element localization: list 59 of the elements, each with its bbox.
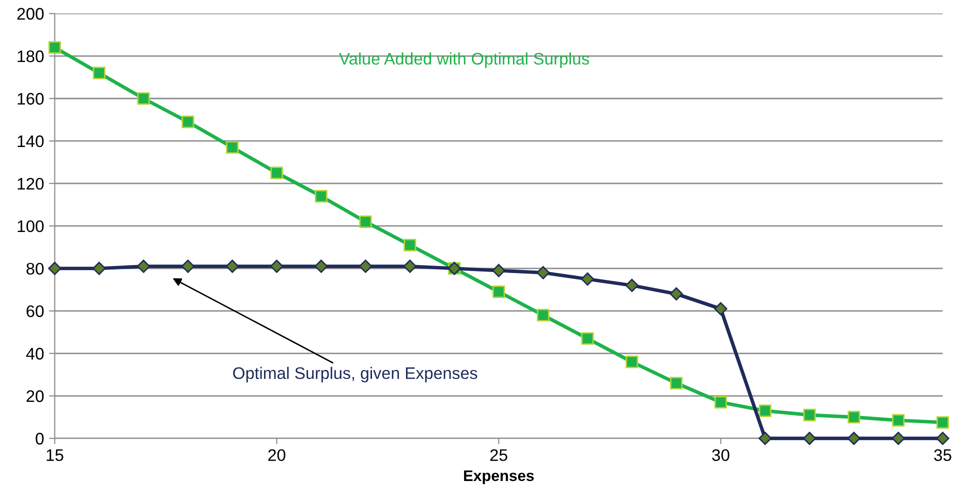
point: [314, 190, 328, 202]
point: [181, 260, 195, 273]
point: [403, 260, 417, 273]
point: [936, 432, 950, 445]
text: Value Added with Optimal Surplus: [338, 52, 590, 68]
point: [892, 432, 905, 445]
point: [714, 302, 728, 316]
point: [580, 272, 594, 286]
point: [758, 432, 772, 445]
point: [848, 410, 860, 424]
point: [92, 262, 106, 276]
x-axis-title: Expenses: [464, 470, 534, 484]
point: [359, 215, 372, 228]
x-tick-label: 20: [268, 449, 286, 462]
point: [226, 141, 239, 154]
point: [270, 166, 283, 180]
point: [404, 238, 416, 252]
point: [803, 408, 816, 422]
point: [492, 286, 505, 298]
point: [136, 260, 150, 273]
point: [758, 404, 772, 418]
point: [536, 308, 550, 322]
point: [670, 287, 683, 301]
x-tick-label: 25: [490, 449, 508, 462]
point: [802, 432, 816, 445]
x-tick-label: 35: [934, 449, 952, 462]
point: [536, 266, 550, 280]
y-tick-label: 140: [18, 135, 44, 148]
point: [137, 92, 150, 105]
y-tick-label: 160: [18, 92, 44, 105]
point: [492, 264, 506, 278]
point: [626, 356, 638, 368]
y-tick-label: 40: [26, 348, 44, 360]
point: [670, 376, 683, 390]
point: [358, 260, 372, 273]
y-tick-label: 20: [26, 390, 44, 402]
point: [847, 432, 861, 445]
x-tick-label: 15: [46, 449, 64, 462]
point: [892, 414, 905, 427]
point: [625, 278, 639, 292]
point: [226, 260, 239, 273]
y-tick-label: 0: [36, 432, 44, 445]
point: [314, 260, 328, 273]
y-tick-label: 120: [18, 178, 44, 190]
point: [92, 66, 106, 80]
point: [714, 396, 727, 409]
x-tick-label: 30: [712, 449, 730, 462]
text: Optimal Surplus, given Expenses: [233, 366, 478, 382]
y-tick-label: 80: [26, 262, 44, 275]
point: [270, 260, 284, 273]
y-tick-label: 60: [26, 305, 44, 318]
y-tick-label: 200: [17, 8, 44, 20]
y-tick-label: 100: [18, 220, 44, 232]
point: [48, 262, 62, 276]
point: [182, 116, 194, 128]
y-tick-label: 180: [18, 50, 44, 62]
point: [581, 332, 594, 345]
point: [48, 41, 61, 54]
point: [936, 416, 949, 429]
